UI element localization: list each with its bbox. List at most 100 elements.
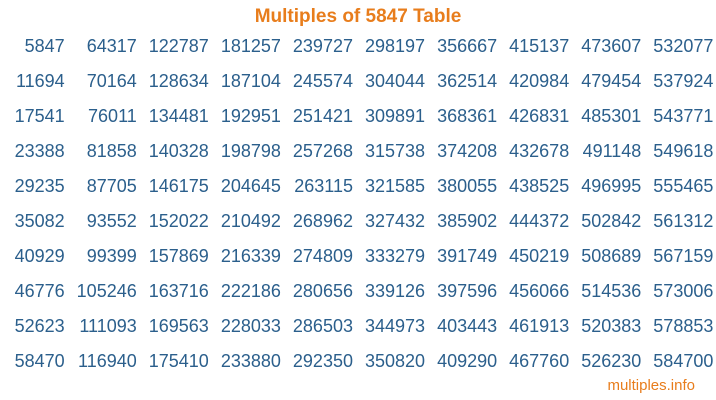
multiple-value-cell: 409290 <box>437 351 498 371</box>
page-title: Multiples of 5847 Table <box>254 6 462 27</box>
multiple-value-cell: 146175 <box>148 176 209 196</box>
multiple-value-cell: 537924 <box>653 71 714 91</box>
multiple-value-cell: 93552 <box>86 211 137 231</box>
table-row: 40929 99399 157869 216339 274809 333279 391749… <box>3 239 714 274</box>
multiple-value-cell: 520383 <box>581 316 642 336</box>
multiple-value-cell: 192951 <box>220 106 281 126</box>
multiple-value-cell: 52623 <box>14 316 65 336</box>
multiple-value-cell: 444372 <box>509 211 570 231</box>
multiple-value-cell: 584700 <box>653 351 714 371</box>
multiple-value-cell: 479454 <box>581 71 642 91</box>
multiple-value-cell: 461913 <box>509 316 570 336</box>
table-row: 23388 81858 140328 198798 257268 315738 374208… <box>3 134 714 169</box>
multiple-value-cell: 385902 <box>437 211 498 231</box>
multiple-value-cell: 450219 <box>509 246 570 266</box>
multiple-value-cell: 152022 <box>148 211 209 231</box>
multiple-value-cell: 573006 <box>653 281 714 301</box>
multiple-value-cell: 134481 <box>148 106 209 126</box>
multiple-value-cell: 485301 <box>581 106 642 126</box>
multiples-table-body: 5847 64317 122787 181257 239727 298197 356667 4… <box>3 29 714 379</box>
multiple-value-cell: 420984 <box>509 71 570 91</box>
multiple-value-cell: 491148 <box>582 141 642 161</box>
multiple-value-cell: 473607 <box>581 36 642 56</box>
multiple-value-cell: 64317 <box>86 36 137 56</box>
table-row: 17541 76011 134481 192951 251421 309891 368361… <box>3 99 714 134</box>
multiple-value-cell: 169563 <box>148 316 209 336</box>
multiple-value-cell: 245574 <box>292 71 353 91</box>
multiple-value-cell: 543771 <box>653 106 714 126</box>
multiple-value-cell: 549618 <box>653 141 714 161</box>
multiple-value-cell: 321585 <box>364 176 426 196</box>
multiple-value-cell: 397596 <box>437 281 498 301</box>
table-row: 35082 93552 152022 210492 268962 327432 385902… <box>3 204 714 239</box>
multiple-value-cell: 380055 <box>437 176 498 196</box>
multiple-value-cell: 344973 <box>364 316 426 336</box>
multiple-value-cell: 40929 <box>14 246 65 266</box>
multiple-value-cell: 181257 <box>220 36 281 56</box>
multiple-value-cell: 46776 <box>14 281 65 301</box>
multiple-value-cell: 555465 <box>653 176 714 196</box>
multiples-table: 5847 64317 122787 181257 239727 298197 356667 4… <box>3 29 714 379</box>
multiple-value-cell: 274809 <box>292 246 353 266</box>
multiple-value-cell: 438525 <box>509 176 570 196</box>
multiple-value-cell: 204645 <box>220 176 281 196</box>
multiple-value-cell: 81858 <box>86 141 137 161</box>
multiple-value-cell: 99399 <box>86 246 137 266</box>
multiple-value-cell: 17541 <box>14 106 65 126</box>
multiple-value-cell: 292350 <box>292 351 353 371</box>
multiple-value-cell: 432678 <box>509 141 570 161</box>
multiple-value-cell: 280656 <box>292 281 353 301</box>
multiple-value-cell: 496995 <box>581 176 642 196</box>
multiple-value-cell: 11694 <box>15 71 65 91</box>
multiple-value-cell: 374208 <box>437 141 498 161</box>
multiple-value-cell: 76011 <box>88 106 137 126</box>
multiple-value-cell: 567159 <box>653 246 714 266</box>
multiple-value-cell: 58470 <box>14 351 65 371</box>
multiple-value-cell: 467760 <box>509 351 570 371</box>
table-row: 58470 116940 175410 233880 292350 350820 40929… <box>3 344 714 379</box>
multiple-value-cell: 526230 <box>581 351 642 371</box>
multiple-value-cell: 263115 <box>294 176 353 196</box>
multiple-value-cell: 29235 <box>14 176 65 196</box>
table-row: 46776 105246 163716 222186 280656 339126 39759… <box>3 274 714 309</box>
multiple-value-cell: 233880 <box>220 351 281 371</box>
table-row: 11694 70164 128634 187104 245574 304044 362514… <box>3 64 714 99</box>
multiple-value-cell: 35082 <box>14 211 65 231</box>
multiple-value-cell: 222186 <box>220 281 281 301</box>
table-row: 52623 111093 169563 228033 286503 344973 40344… <box>3 309 714 344</box>
multiple-value-cell: 268962 <box>292 211 353 231</box>
multiple-value-cell: 87705 <box>86 176 137 196</box>
multiple-value-cell: 70164 <box>86 71 137 91</box>
multiple-value-cell: 502842 <box>581 211 642 231</box>
multiple-value-cell: 140328 <box>148 141 209 161</box>
multiple-value-cell: 122787 <box>148 36 209 56</box>
multiple-value-cell: 128634 <box>148 71 209 91</box>
table-row: 29235 87705 146175 204645 263115 321585 380055… <box>3 169 714 204</box>
multiple-value-cell: 514536 <box>581 281 642 301</box>
multiple-value-cell: 116940 <box>78 351 137 371</box>
multiple-value-cell: 228033 <box>220 316 281 336</box>
multiple-value-cell: 198798 <box>220 141 281 161</box>
multiple-value-cell: 391749 <box>437 246 498 266</box>
multiple-value-cell: 239727 <box>292 36 353 56</box>
multiple-value-cell: 187104 <box>220 71 281 91</box>
multiple-value-cell: 350820 <box>364 351 426 371</box>
multiple-value-cell: 251421 <box>292 106 353 126</box>
multiple-value-cell: 309891 <box>364 106 426 126</box>
multiple-value-cell: 157869 <box>148 246 209 266</box>
site-link[interactable]: multiples.info <box>607 377 695 394</box>
multiple-value-cell: 286503 <box>292 316 353 336</box>
multiple-value-cell: 362514 <box>437 71 498 91</box>
multiple-value-cell: 327432 <box>364 211 426 231</box>
multiple-value-cell: 111093 <box>79 316 137 336</box>
multiple-value-cell: 216339 <box>220 246 281 266</box>
multiple-value-cell: 456066 <box>509 281 570 301</box>
multiple-value-cell: 257268 <box>292 141 353 161</box>
multiple-value-cell: 426831 <box>509 106 570 126</box>
multiple-value-cell: 561312 <box>653 211 714 231</box>
multiple-value-cell: 298197 <box>364 36 426 56</box>
multiple-value-cell: 105246 <box>76 281 137 301</box>
multiple-value-cell: 508689 <box>581 246 642 266</box>
multiple-value-cell: 368361 <box>437 106 498 126</box>
